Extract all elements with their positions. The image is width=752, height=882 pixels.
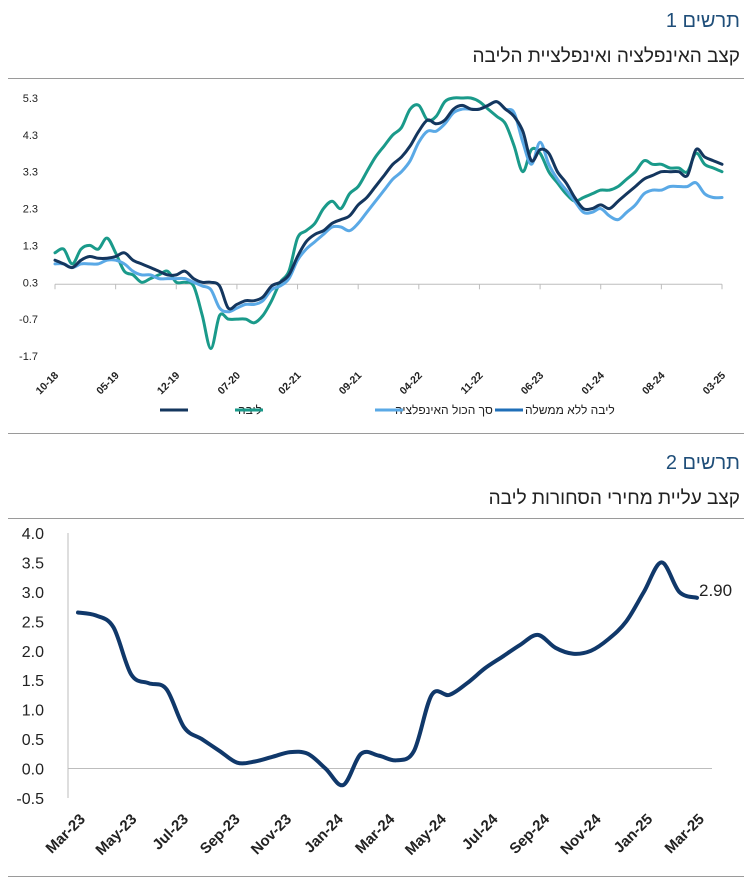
figure2-title: קצב עליית מחירי הסחורות ליבה	[488, 488, 740, 509]
chart2-x-tick: Sep-23	[197, 811, 244, 858]
chart1-legend-label-headline: סך הכול האינפלציה	[395, 403, 493, 417]
figure-divider	[8, 433, 744, 434]
chart1-y-tick: 1.3	[23, 240, 38, 252]
chart1-series-headline	[53, 96, 724, 351]
chart2-x-tick: Jan-24	[301, 810, 347, 856]
chart2-y-tick: 0.5	[22, 732, 44, 749]
chart2-y-tick: 2.0	[22, 644, 44, 661]
chart1: 5.3 4.3 3.3 2.3 1.3 0.3 -0.7 -1.7 10-18 05-19 12-1…	[19, 93, 729, 417]
figure1-title: קצב האינפלציה ואינפלציית הליבה	[472, 46, 740, 67]
chart2-x-tick: May-23	[92, 811, 140, 859]
chart1-x-tick: 07-20	[216, 370, 244, 398]
chart1-series-ex_government	[53, 100, 724, 314]
chart1-series-core	[53, 100, 724, 311]
chart2-x-tick: Mar-23	[43, 811, 89, 857]
figure1-top-divider	[8, 78, 744, 79]
figure2-bottom-divider	[8, 876, 744, 877]
chart1-x-tick: 09-21	[337, 370, 365, 398]
figure2-number: תרשים 2	[665, 452, 740, 474]
figure1-number: תרשים 1	[665, 10, 740, 32]
chart2-y-tick: 4.0	[22, 526, 44, 543]
chart1-x-tick: 08-24	[640, 370, 668, 398]
chart1-y-tick: 4.3	[23, 130, 38, 142]
chart1-x-tick: 03-25	[701, 370, 729, 398]
chart1-y-tick: 0.3	[23, 277, 38, 289]
chart2-series-line	[76, 560, 699, 788]
chart2-x-tick: Nov-24	[557, 810, 605, 858]
chart2-x-tick: Nov-23	[248, 811, 295, 858]
chart1-x-tick: 04-22	[397, 370, 425, 398]
chart1-x-tick: 12-19	[155, 370, 183, 398]
chart2-y-tick: -0.5	[16, 791, 44, 808]
chart1-x-tick: 10-18	[34, 370, 62, 398]
chart1-legend-label-ex_government: ליבה ללא ממשלה	[525, 403, 615, 417]
chart2-x-tick: Jul-24	[459, 810, 502, 853]
chart1-y-tick: -0.7	[19, 314, 38, 326]
chart1-x-tick: 11-22	[459, 370, 486, 397]
chart2-y-tick: 2.5	[22, 614, 44, 631]
chart2-y-tick: 3.5	[22, 555, 44, 572]
chart1-x-tick: 05-19	[94, 370, 122, 398]
chart1-x-tick: 02-21	[276, 370, 304, 398]
chart2-x-tick: Mar-24	[352, 810, 399, 857]
chart2-y-tick: 1.0	[22, 703, 44, 720]
chart2-end-label: 2.90	[699, 581, 732, 600]
chart2-y-tick: 3.0	[22, 585, 44, 602]
chart2-x-tick: Mar-25	[662, 811, 708, 857]
chart1-x-tick: 01-24	[579, 370, 607, 398]
chart1-y-tick: 2.3	[23, 204, 38, 216]
chart1-y-tick: 3.3	[23, 167, 38, 179]
chart2-x-tick: Jan-25	[611, 811, 657, 857]
chart2-x-tick: Sep-24	[506, 810, 553, 857]
chart1-y-tick: -1.7	[19, 351, 38, 363]
chart1-y-tick: 5.3	[23, 93, 38, 105]
chart1-x-tick: 06-23	[519, 370, 547, 398]
chart2-x-tick: May-24	[402, 810, 450, 858]
chart2-x-tick: Jul-23	[149, 811, 192, 854]
chart2-y-tick: 0.0	[22, 762, 44, 779]
figure2-top-divider	[8, 518, 744, 519]
chart2-y-tick: 1.5	[22, 673, 44, 690]
